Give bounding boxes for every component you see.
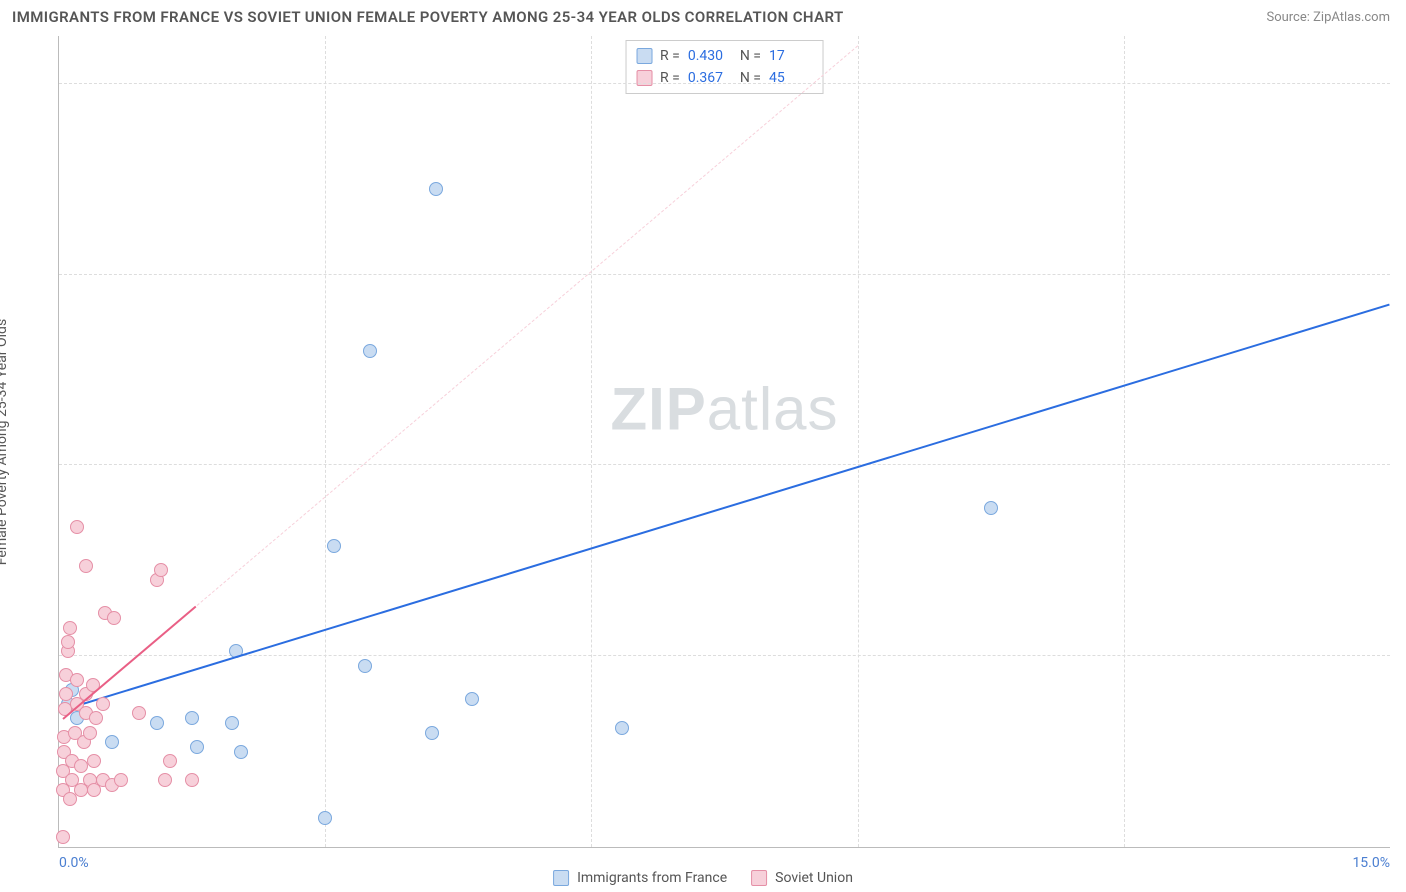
data-point [225, 716, 239, 730]
gridline-horizontal [59, 83, 1390, 84]
data-point [190, 740, 204, 754]
legend-item: Soviet Union [751, 870, 853, 886]
stat-n-label: N = [740, 45, 761, 67]
legend-stats-box: R = 0.430 N = 17 R = 0.367 N = 45 [625, 40, 824, 94]
data-point [984, 501, 998, 515]
data-point [79, 559, 93, 573]
data-point [358, 659, 372, 673]
data-point [74, 759, 88, 773]
x-tick-label: 0.0% [59, 855, 89, 871]
stat-r-label: R = [660, 45, 680, 67]
legend-stats-row: R = 0.367 N = 45 [636, 67, 813, 89]
stat-r-value: 0.367 [688, 67, 732, 89]
data-point [70, 673, 84, 687]
data-point [89, 711, 103, 725]
data-point [132, 706, 146, 720]
data-point [83, 726, 97, 740]
chart-container: Female Poverty Among 25-34 Year Olds ZIP… [12, 36, 1390, 848]
data-point [185, 711, 199, 725]
data-point [56, 830, 70, 844]
stat-r-label: R = [660, 67, 680, 89]
data-point [425, 726, 439, 740]
plot-area: ZIPatlas R =0.430N =17R =0.367N =45 20.0… [58, 36, 1390, 848]
legend-item: Immigrants from France [553, 870, 727, 886]
source-attribution: Source: ZipAtlas.com [1266, 10, 1390, 25]
data-point [158, 773, 172, 787]
data-point [154, 563, 168, 577]
stat-n-value: 45 [769, 67, 813, 89]
trend-line [196, 46, 858, 607]
data-point [150, 716, 164, 730]
watermark: ZIPatlas [610, 375, 838, 444]
legend-label: Immigrants from France [577, 870, 727, 886]
legend-swatch [751, 870, 767, 886]
data-point [363, 344, 377, 358]
data-point [63, 792, 77, 806]
data-point [105, 735, 119, 749]
legend-swatch [553, 870, 569, 886]
data-point [234, 745, 248, 759]
legend-swatch [636, 48, 652, 64]
data-point [465, 692, 479, 706]
gridline-horizontal [59, 464, 1390, 465]
data-point [63, 621, 77, 635]
data-point [87, 754, 101, 768]
data-point [107, 611, 121, 625]
data-point [70, 520, 84, 534]
legend-label: Soviet Union [775, 870, 853, 886]
gridline-vertical [858, 36, 859, 847]
stat-n-value: 17 [769, 45, 813, 67]
data-point [327, 539, 341, 553]
data-point [114, 773, 128, 787]
data-point [429, 182, 443, 196]
trend-line [63, 303, 1390, 710]
trend-line [63, 606, 197, 720]
gridline-vertical [591, 36, 592, 847]
chart-title: IMMIGRANTS FROM FRANCE VS SOVIET UNION F… [12, 8, 844, 26]
data-point [96, 697, 110, 711]
bottom-legend: Immigrants from France Soviet Union [553, 870, 853, 886]
stat-r-value: 0.430 [688, 45, 732, 67]
gridline-horizontal [59, 274, 1390, 275]
x-tick-label: 15.0% [1352, 855, 1390, 871]
gridline-horizontal [59, 655, 1390, 656]
data-point [185, 773, 199, 787]
legend-stats-row: R = 0.430 N = 17 [636, 45, 813, 67]
gridline-vertical [325, 36, 326, 847]
data-point [615, 721, 629, 735]
data-point [61, 635, 75, 649]
stat-n-label: N = [740, 67, 761, 89]
y-axis-label: Female Poverty Among 25-34 Year Olds [0, 319, 10, 565]
gridline-vertical [1124, 36, 1125, 847]
data-point [163, 754, 177, 768]
data-point [318, 811, 332, 825]
